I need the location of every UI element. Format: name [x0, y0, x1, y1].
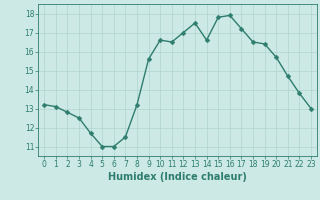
X-axis label: Humidex (Indice chaleur): Humidex (Indice chaleur)	[108, 172, 247, 182]
